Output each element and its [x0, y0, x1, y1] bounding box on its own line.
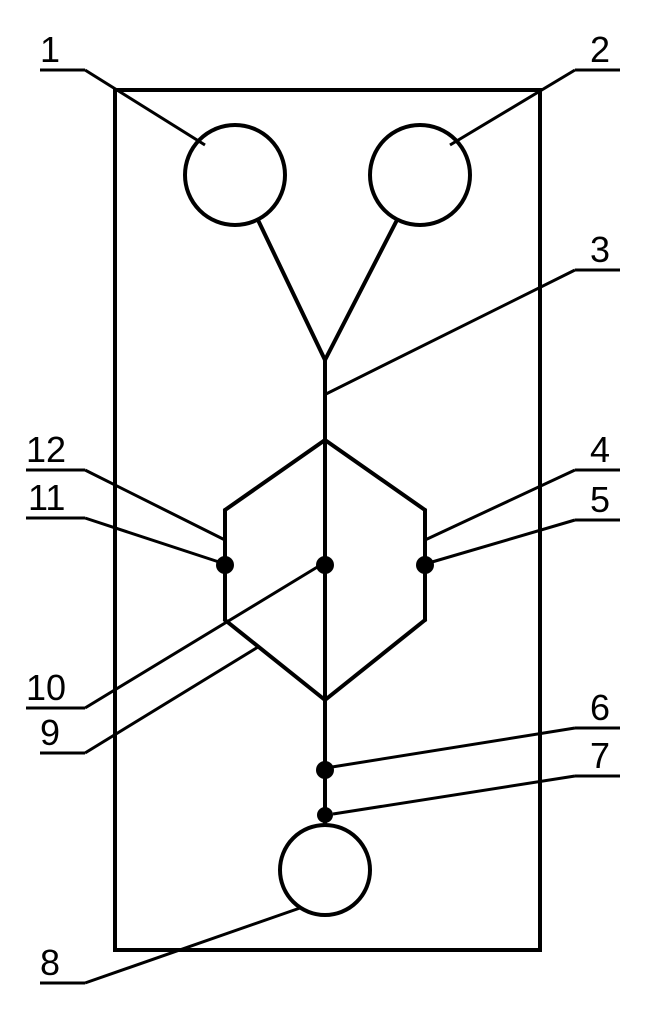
channel-hex_tl [225, 440, 325, 510]
port-circle-top_right [370, 125, 470, 225]
leader-line-2 [450, 70, 575, 145]
channel-y_right [325, 220, 397, 360]
label-text-12: 12 [26, 429, 66, 470]
node-dot-lower_upper [316, 761, 334, 779]
label-text-5: 5 [590, 479, 610, 520]
diagram-svg: 123456789101112 [0, 0, 659, 1020]
label-text-11: 11 [28, 477, 65, 518]
label-text-3: 3 [590, 229, 610, 270]
node-dot-lower_lower [317, 807, 333, 823]
leader-line-4 [425, 470, 575, 540]
port-circle-top_left [185, 125, 285, 225]
node-dot-mid_left [216, 556, 234, 574]
leader-line-1 [85, 70, 205, 145]
label-text-2: 2 [590, 29, 610, 70]
label-text-8: 8 [40, 942, 60, 983]
port-circle-bottom [280, 825, 370, 915]
leader-line-9 [85, 647, 258, 753]
label-text-4: 4 [590, 429, 610, 470]
node-dot-mid_right [416, 556, 434, 574]
leader-line-12 [85, 470, 225, 540]
channel-hex_bl [225, 620, 325, 700]
label-text-7: 7 [590, 735, 610, 776]
label-text-9: 9 [40, 712, 60, 753]
label-text-10: 10 [26, 667, 66, 708]
leader-line-8 [85, 908, 300, 983]
label-text-1: 1 [40, 29, 60, 70]
channel-y_left [258, 220, 325, 360]
shapes-group [115, 90, 540, 950]
leader-line-10 [85, 566, 319, 708]
leader-line-11 [85, 518, 219, 562]
label-text-6: 6 [590, 687, 610, 728]
channel-hex_br [325, 620, 425, 700]
channel-hex_tr [325, 440, 425, 510]
node-dot-mid_center [316, 556, 334, 574]
